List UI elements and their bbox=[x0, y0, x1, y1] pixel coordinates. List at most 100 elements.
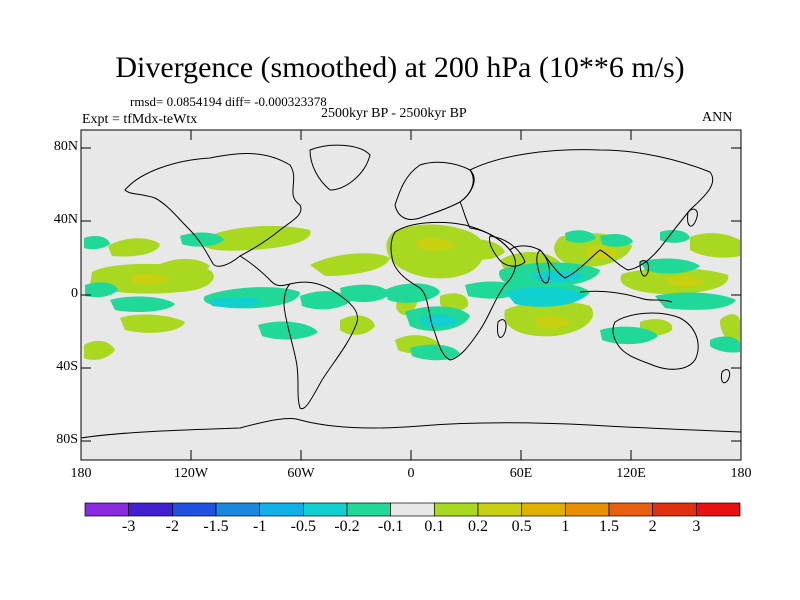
colorbar-swatch bbox=[521, 502, 566, 517]
coastline-central-america bbox=[239, 255, 291, 287]
field-blob bbox=[210, 297, 262, 308]
colorbar-swatch bbox=[564, 502, 610, 517]
colorbar-swatch bbox=[477, 502, 523, 517]
colorbar-swatch bbox=[608, 502, 654, 517]
map-title: Divergence (smoothed) at 200 hPa (10**6 … bbox=[115, 51, 685, 84]
colorbar-label: 0.1 bbox=[424, 518, 445, 535]
colorbar-swatch bbox=[171, 502, 217, 517]
colorbar-label: -0.5 bbox=[290, 518, 316, 535]
field-blob bbox=[120, 314, 185, 333]
field-blob bbox=[310, 253, 390, 276]
coastline-north-america bbox=[124, 153, 302, 267]
field-blob bbox=[565, 230, 596, 243]
field-blob bbox=[600, 326, 658, 345]
field-blob bbox=[665, 275, 705, 287]
stats-label: rmsd= 0.0854194 diff= -0.000323378 bbox=[130, 94, 327, 109]
field-blob bbox=[340, 315, 375, 335]
field-blob bbox=[440, 293, 469, 312]
field-blob bbox=[710, 336, 740, 353]
period-label: 2500kyr BP - 2500kyr BP bbox=[321, 106, 467, 121]
colorbar-label: -2 bbox=[165, 518, 179, 535]
lat-label: 80N bbox=[53, 139, 78, 154]
coastline-philippines bbox=[639, 259, 649, 277]
field-blob bbox=[130, 273, 170, 285]
coastline-new-zealand bbox=[721, 369, 731, 384]
colorbar-label: 2 bbox=[648, 518, 657, 535]
lon-ticks bbox=[80, 130, 742, 460]
field-blob bbox=[180, 232, 224, 247]
coastline-greenland bbox=[309, 144, 371, 191]
field-blob bbox=[160, 258, 210, 274]
colorbar-label: 1.5 bbox=[599, 518, 619, 535]
field-blob bbox=[258, 321, 318, 340]
coastline-indonesia bbox=[579, 290, 673, 303]
field-blob bbox=[340, 284, 390, 303]
field-blob bbox=[410, 344, 460, 361]
coastline-asia bbox=[459, 149, 713, 279]
coastline-antarctica bbox=[80, 417, 742, 439]
field-blob bbox=[110, 296, 175, 312]
field-blob bbox=[200, 225, 311, 251]
colorbar-label: -0.1 bbox=[377, 518, 404, 535]
lon-label: 120W bbox=[173, 466, 209, 481]
lon-label: 0 bbox=[407, 466, 415, 481]
field-blob bbox=[386, 224, 485, 279]
colorbar-label: 0.2 bbox=[468, 518, 488, 535]
field-blob bbox=[720, 314, 740, 346]
colorbar-label: -0.2 bbox=[334, 518, 360, 535]
lat-label: 40S bbox=[56, 359, 78, 374]
colorbar-swatch bbox=[259, 502, 304, 517]
lon-label: 60W bbox=[287, 466, 315, 481]
colorbar-swatch bbox=[346, 502, 392, 517]
lon-label: 180 bbox=[70, 466, 92, 481]
divergence-field bbox=[84, 224, 740, 361]
field-blob bbox=[600, 234, 633, 247]
colorbar-swatch bbox=[433, 502, 479, 517]
field-blob bbox=[420, 314, 458, 327]
colorbar-swatch bbox=[390, 502, 435, 517]
colorbar-label: -1 bbox=[252, 518, 267, 535]
colorbar-swatch bbox=[652, 502, 697, 517]
coastline-arabia bbox=[489, 235, 526, 267]
colorbar-swatch bbox=[84, 502, 130, 517]
field-blob bbox=[465, 281, 520, 299]
field-blob bbox=[660, 230, 690, 243]
lon-label: 180 bbox=[730, 466, 752, 481]
coastlines bbox=[80, 144, 742, 439]
lon-label: 120E bbox=[616, 466, 646, 481]
field-blob bbox=[690, 233, 740, 258]
coastline-japan bbox=[687, 208, 698, 227]
lat-label: 40N bbox=[53, 212, 78, 227]
lon-label: 60E bbox=[509, 466, 533, 481]
field-blob bbox=[455, 239, 505, 260]
colorbar-label: 1 bbox=[561, 518, 570, 535]
colorbar-swatch bbox=[695, 502, 741, 517]
colorbar-swatch bbox=[128, 502, 173, 517]
lat-label: 80S bbox=[56, 432, 78, 447]
colorbar-label: 3 bbox=[692, 518, 701, 535]
coastline-india bbox=[536, 249, 551, 284]
field-blob bbox=[415, 238, 455, 251]
field-blob bbox=[640, 258, 700, 274]
experiment-label: Expt = tfMdx-teWtx bbox=[82, 112, 198, 127]
coastline-australia bbox=[612, 312, 699, 370]
coastline-madagascar bbox=[497, 319, 507, 338]
field-blob bbox=[108, 238, 160, 257]
colorbar bbox=[84, 502, 741, 517]
field-blob bbox=[300, 291, 352, 310]
colorbar-label: 0.5 bbox=[511, 518, 532, 535]
field-blob bbox=[84, 340, 115, 360]
lat-ticks bbox=[81, 147, 741, 442]
lat-label: 0 bbox=[71, 286, 78, 301]
field-blob bbox=[84, 236, 110, 250]
field-blob bbox=[655, 292, 736, 310]
colorbar-swatch bbox=[302, 502, 348, 517]
field-blob bbox=[505, 287, 585, 307]
colorbar-swatch bbox=[215, 502, 261, 517]
coastline-south-america bbox=[283, 281, 358, 410]
season-label: ANN bbox=[702, 110, 733, 125]
colorbar-label: -3 bbox=[121, 518, 136, 535]
field-blob bbox=[535, 316, 570, 329]
field-blob bbox=[85, 282, 118, 298]
